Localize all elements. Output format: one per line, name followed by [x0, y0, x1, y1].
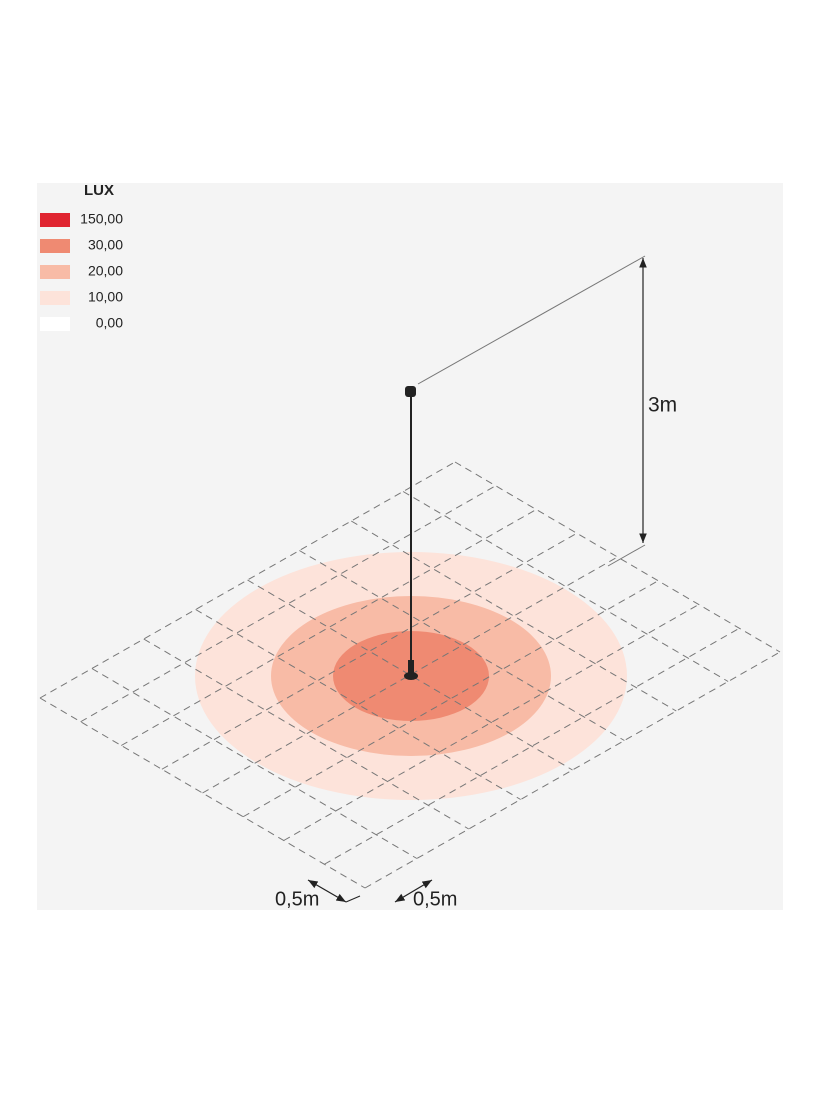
legend-label: 10,00 [88, 289, 123, 305]
grid-line [299, 550, 625, 741]
grid-line [350, 520, 677, 712]
legend-label: 30,00 [88, 237, 123, 253]
grid-line [247, 579, 573, 771]
legend-label: 150,00 [80, 211, 123, 227]
grid-line [91, 668, 418, 859]
grid-line [364, 651, 781, 889]
grid-line [283, 604, 699, 841]
legend-swatch [40, 239, 70, 253]
legend-label: 0,00 [96, 315, 123, 331]
grid-line [454, 461, 781, 653]
grid-line [39, 697, 366, 889]
grid-x-label: 0,5m [275, 888, 319, 910]
reference-line [607, 544, 646, 567]
grid-line [161, 532, 578, 770]
height-label: 3m [648, 394, 677, 417]
grid-line [80, 485, 496, 723]
pole-base [408, 660, 414, 674]
legend-swatch [40, 291, 70, 305]
grid-dimension [307, 879, 347, 903]
reference-line [345, 895, 361, 903]
legend-swatch [40, 213, 70, 227]
lamp-head [405, 386, 416, 397]
reference-line [417, 255, 646, 385]
legend: 150,00 30,00 20,00 10,00 0,00 [40, 211, 123, 331]
legend-label: 20,00 [88, 263, 123, 279]
floor-grid [39, 461, 781, 889]
grid-line [242, 580, 659, 818]
grid-line [324, 627, 740, 865]
grid-line [39, 461, 456, 699]
grid-line [402, 491, 729, 682]
legend-swatch [40, 317, 70, 331]
legend-title: LUX [84, 182, 114, 199]
grid-dimension [394, 879, 433, 903]
grid-line [195, 609, 521, 800]
grid-y-label: 0,5m [413, 888, 457, 910]
floor-point [404, 672, 418, 680]
grid-line [121, 509, 537, 746]
grid-line [143, 638, 470, 830]
grid-line [202, 556, 618, 794]
legend-swatch [40, 265, 70, 279]
